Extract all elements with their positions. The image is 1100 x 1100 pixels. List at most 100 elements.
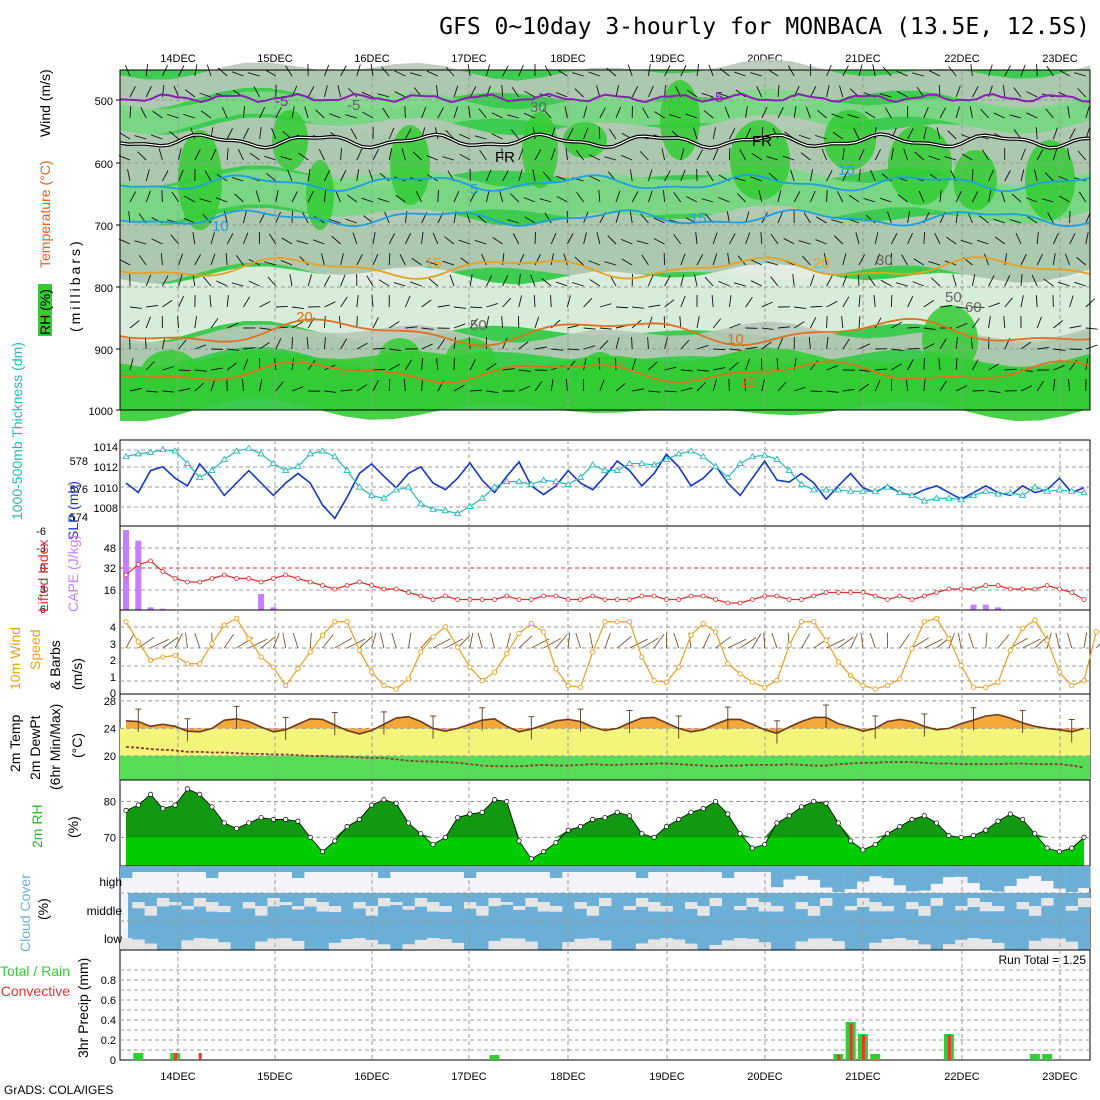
- wind-barb: [1052, 379, 1056, 392]
- wind-barb: [664, 366, 677, 371]
- wind-barb: [1002, 85, 1006, 98]
- wind-barb: [275, 338, 282, 350]
- precip-tick: 0.2: [101, 1035, 116, 1047]
- rh-point: [1044, 845, 1050, 851]
- thickness-point: [613, 466, 622, 473]
- wind-barb: [1046, 65, 1054, 77]
- wind-barb: [916, 86, 925, 98]
- li-point: [799, 597, 804, 602]
- cloud-mid-gap: [992, 906, 1005, 912]
- wind-barb: [839, 85, 844, 98]
- wind-speed-point: [1019, 625, 1026, 632]
- rh-area-dark: [126, 788, 1084, 838]
- wind-speed-point: [651, 677, 657, 684]
- wind-barb: [1026, 112, 1038, 119]
- wind-barb: [388, 127, 395, 140]
- thickness-point: [945, 494, 953, 501]
- wind-barb: [865, 214, 876, 224]
- rh-point: [1069, 845, 1075, 851]
- li-point: [197, 579, 203, 585]
- wind-barb: [356, 342, 368, 350]
- wind-barb: [680, 387, 693, 392]
- wind-barb: [717, 92, 730, 98]
- wind-barb: [776, 358, 779, 371]
- thickness-point: [429, 505, 437, 512]
- wind-barb: [636, 240, 649, 245]
- precip-label-3: 3hr Precip (mm): [75, 958, 91, 1058]
- wind-barb: [631, 86, 639, 98]
- thickness-point: [883, 483, 892, 490]
- wind-barb: [988, 169, 994, 182]
- wind-barb: [162, 390, 175, 393]
- wind-barb: [368, 169, 374, 182]
- cloud-high-cell: [230, 866, 243, 872]
- cloud-mid-gap: [820, 898, 833, 906]
- cloud-high-cell: [476, 866, 489, 872]
- wind-barb: [378, 279, 390, 287]
- wind-barb: [307, 86, 315, 98]
- wind-barb: [680, 339, 690, 350]
- li-point: [148, 558, 153, 564]
- cloud-high-cell: [967, 866, 980, 884]
- wind-speed-point: [823, 637, 829, 643]
- wind-barb: [243, 347, 256, 350]
- wind-barb: [680, 169, 686, 182]
- wind-barb: [502, 368, 515, 371]
- wind-barb: [887, 211, 892, 224]
- wind-barb: [1020, 169, 1025, 182]
- li-point: [356, 579, 362, 585]
- wind-barb: [226, 295, 229, 308]
- wind-barb: [567, 324, 580, 329]
- temp-series: [125, 704, 1085, 769]
- wind-speed-point: [221, 622, 227, 628]
- wind-barb: [1077, 150, 1087, 161]
- surface-barb: [125, 633, 135, 649]
- wind-speed-point: [393, 686, 399, 692]
- rain-bar: [870, 1054, 881, 1060]
- wind-barb: [647, 336, 649, 350]
- cloud-high-cell: [734, 866, 747, 872]
- cloud-grid: [120, 866, 1090, 950]
- cloud-high-cell: [390, 866, 403, 872]
- wind-barb: [662, 190, 666, 203]
- contour-label: 60: [965, 299, 982, 316]
- rh-point: [712, 798, 719, 805]
- li-point: [209, 576, 215, 581]
- wind-barb: [800, 152, 811, 161]
- wind-barb: [766, 156, 779, 161]
- wind-barb: [550, 294, 552, 308]
- wind-speed-point: [344, 619, 350, 625]
- wind-barb: [1069, 295, 1074, 308]
- rh-point: [197, 791, 203, 797]
- wind-barb: [1036, 316, 1042, 329]
- li-point: [995, 583, 1001, 588]
- wind-barb: [453, 306, 466, 309]
- surface-barb: [379, 632, 385, 649]
- wind-barb: [761, 327, 774, 330]
- wind-barb: [928, 155, 941, 161]
- wind-barb: [275, 381, 284, 392]
- rh-point: [418, 831, 424, 837]
- li-point: [479, 597, 485, 602]
- wind-barb: [1085, 232, 1089, 245]
- wind-barb: [307, 190, 314, 203]
- wind-barb: [1004, 170, 1011, 182]
- li-point: [602, 597, 608, 602]
- li-point: [332, 586, 338, 592]
- surface-barb: [543, 638, 562, 649]
- cloud-high-cell: [586, 866, 600, 872]
- wind-barb: [733, 282, 746, 287]
- pressure-tick-label: 500: [95, 96, 113, 108]
- wind-barb: [340, 338, 348, 350]
- thickness-point: [306, 449, 315, 457]
- wind-speed-point: [1032, 617, 1038, 623]
- cape-bar: [159, 608, 166, 610]
- rain-bar: [489, 1055, 500, 1060]
- rh-point: [221, 820, 227, 826]
- wind-barb: [469, 274, 473, 287]
- wind-barb: [971, 191, 979, 203]
- rh-point: [442, 834, 448, 840]
- cloud-low-gap: [218, 942, 231, 950]
